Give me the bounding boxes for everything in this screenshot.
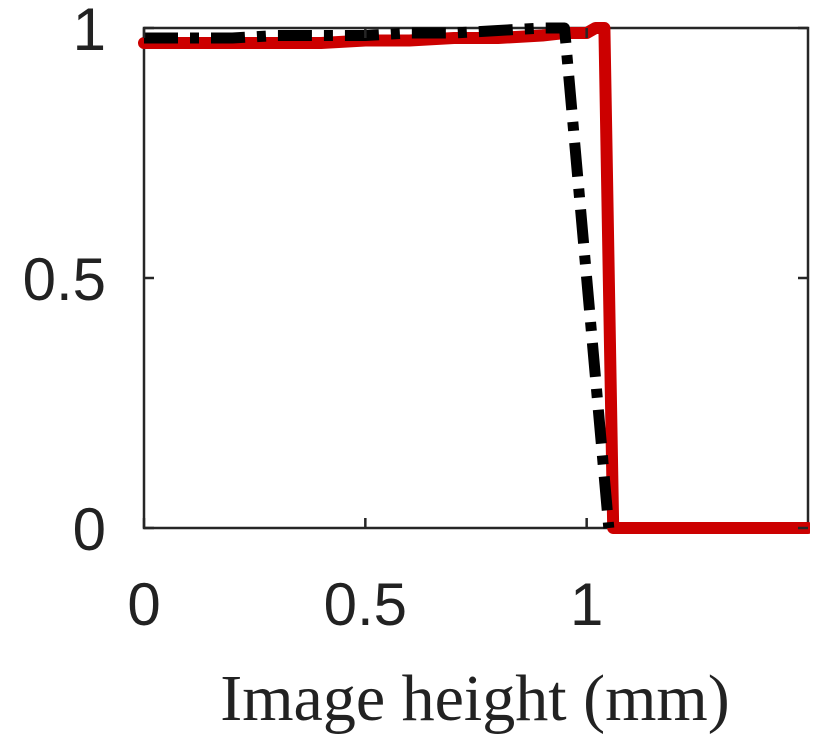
- x-axis-title: Image height (mm): [220, 662, 730, 735]
- y-tick-label: 1: [73, 0, 106, 63]
- series-line-1: [138, 22, 810, 534]
- plot-area: [138, 22, 810, 534]
- series-line-2: [144, 22, 615, 529]
- x-tick-label: 1: [570, 571, 603, 638]
- x-tick-label: 0.5: [324, 571, 407, 638]
- y-tick-label: 0: [73, 496, 106, 563]
- x-tick-label: 0: [127, 571, 160, 638]
- plot-frame: [142, 26, 810, 530]
- y-tick-label: 0.5: [23, 246, 106, 313]
- axis-ticks: 0 0.5 1 0 0.5 1: [23, 0, 808, 638]
